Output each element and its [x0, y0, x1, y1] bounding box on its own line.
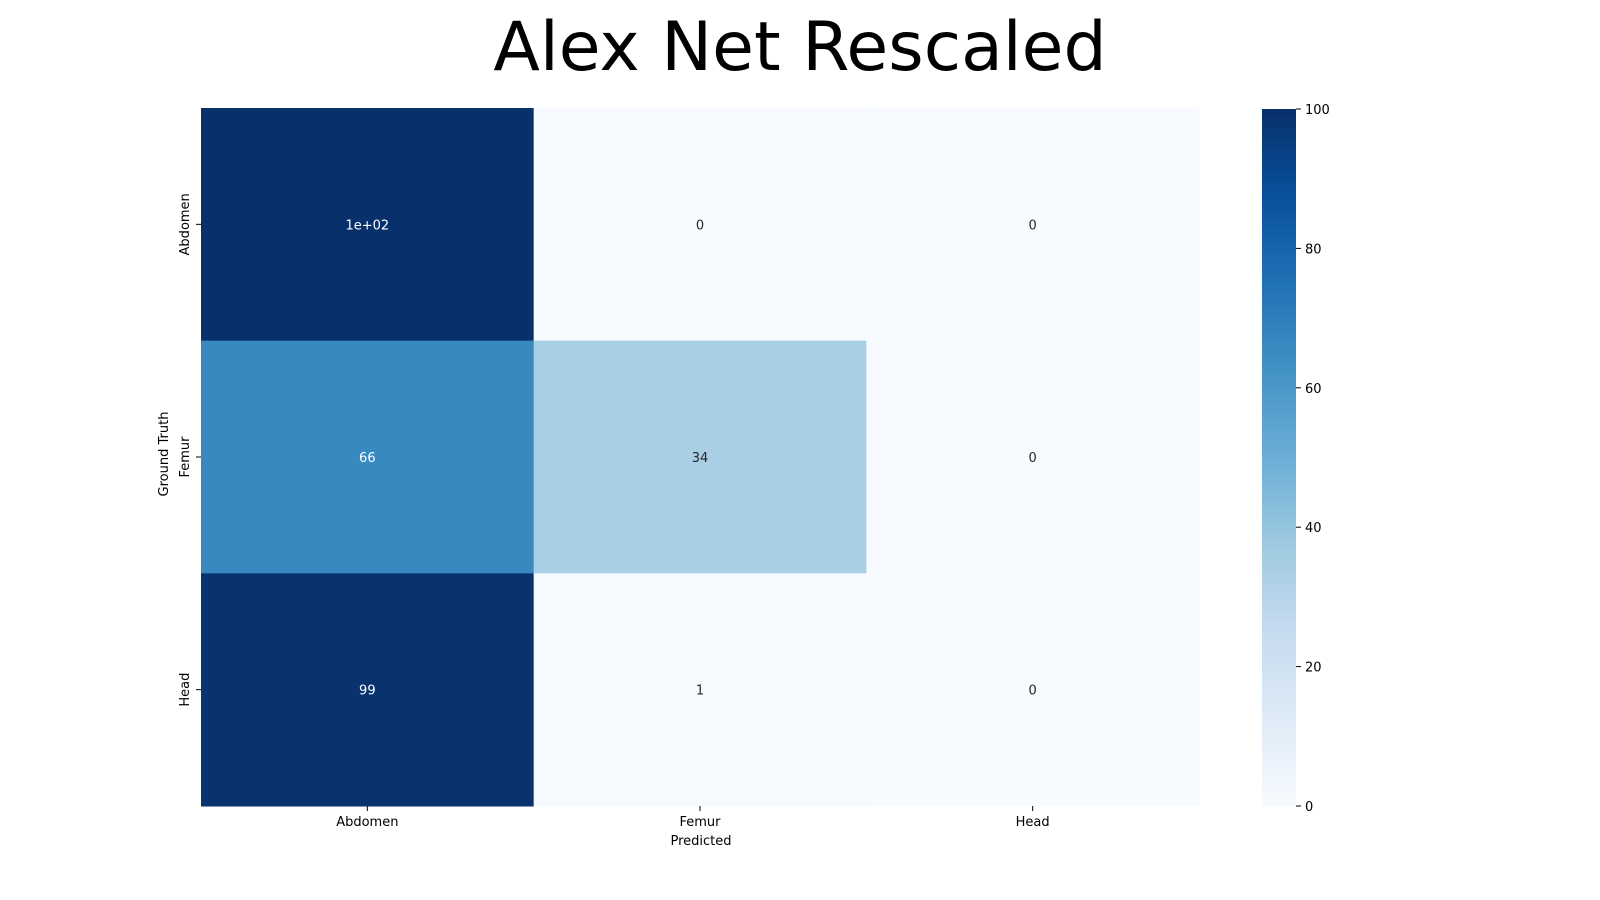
x-tick-label: Abdomen — [336, 815, 398, 830]
y-axis-label: Ground Truth — [157, 412, 172, 497]
y-tick-label: Femur — [178, 436, 193, 478]
colorbar-gradient — [1262, 109, 1296, 806]
heatmap-cell — [866, 340, 1200, 574]
colorbar-tick-label: 20 — [1305, 661, 1322, 676]
cell-annotation: 1 — [696, 684, 704, 699]
colorbar-tick-label: 40 — [1305, 521, 1322, 536]
colorbar-tick-label: 80 — [1305, 242, 1322, 257]
cell-annotation: 34 — [692, 451, 709, 466]
colorbar-tick-label: 60 — [1305, 382, 1322, 397]
cell-annotation: 0 — [1029, 451, 1037, 466]
y-axis-ticks: Abdomen Femur Head — [178, 193, 201, 707]
x-tick-label: Femur — [679, 815, 721, 830]
colorbar: 0 20 40 60 80 100 — [1262, 103, 1330, 815]
colorbar-tick-label: 0 — [1305, 800, 1313, 815]
heatmap-cell — [533, 573, 867, 807]
heatmap-cell — [201, 340, 535, 574]
cell-annotation: 66 — [359, 451, 376, 466]
heatmap-cell — [533, 340, 867, 574]
x-axis-label: Predicted — [670, 834, 731, 849]
heatmap-cell — [866, 108, 1200, 342]
x-axis-ticks: Abdomen Femur Head — [336, 806, 1050, 830]
cell-annotation: 0 — [696, 218, 704, 233]
colorbar-tick-label: 100 — [1305, 103, 1330, 118]
x-tick-label: Head — [1016, 815, 1050, 830]
heatmap-cell — [866, 573, 1200, 807]
heatmap-cells: 1e+02 0 0 66 34 0 99 1 0 — [201, 108, 1200, 807]
heatmap-cell — [201, 108, 535, 342]
y-tick-label: Abdomen — [178, 193, 193, 255]
heatmap-cell — [533, 108, 867, 342]
y-tick-label: Head — [178, 673, 193, 707]
heatmap-cell — [201, 573, 535, 807]
cell-annotation: 0 — [1029, 218, 1037, 233]
cell-annotation: 1e+02 — [345, 218, 389, 233]
cell-annotation: 0 — [1029, 684, 1037, 699]
cell-annotation: 99 — [359, 684, 376, 699]
chart-title: Alex Net Rescaled — [493, 8, 1107, 87]
